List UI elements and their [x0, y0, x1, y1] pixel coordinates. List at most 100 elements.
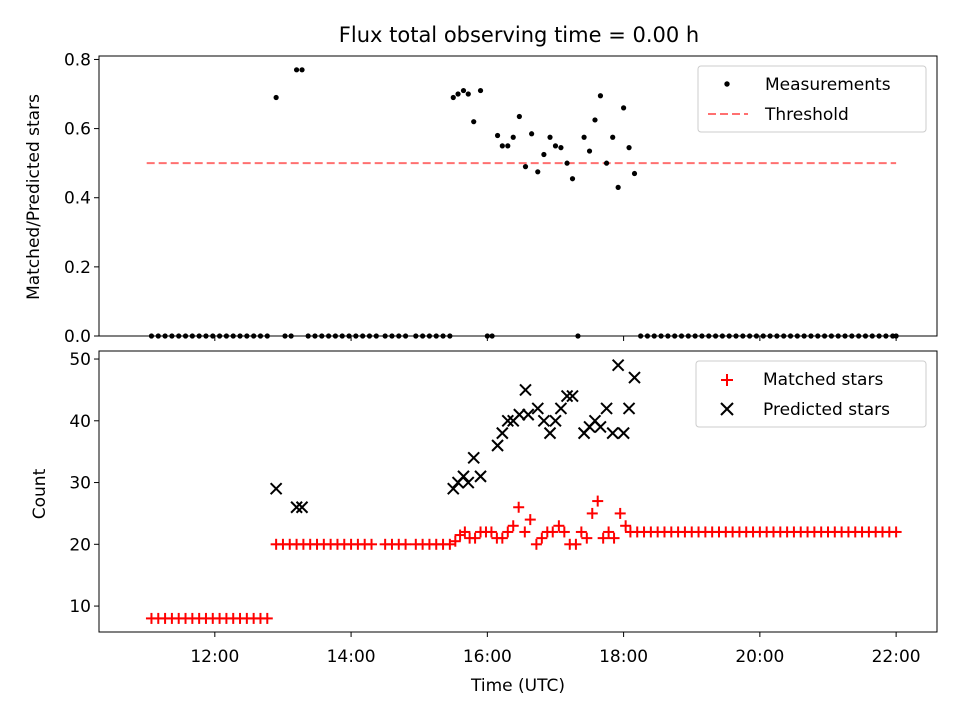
measurement-point: [706, 333, 712, 339]
predicted-stars-point-b: [617, 426, 630, 440]
measurement-point: [155, 333, 161, 339]
measurement-point: [615, 184, 621, 190]
measurement-point: [678, 333, 685, 339]
measurement-point: [499, 143, 505, 149]
measurement-point: [332, 333, 339, 339]
measurement-point: [440, 333, 446, 339]
measurement-point: [726, 333, 732, 339]
predicted-stars-point: [295, 501, 309, 514]
measurement-point: [547, 134, 553, 140]
measurement-point: [665, 333, 671, 339]
matched-stars-point: [513, 501, 525, 513]
measurement-point: [465, 91, 471, 97]
measurement-point: [339, 333, 345, 339]
predicted-stars-point: [628, 371, 641, 384]
measurement-point: [883, 333, 889, 339]
measurement-point: [808, 333, 814, 339]
count-panel: 10 20 30 40 50 12:00 14:00 16:00 18:00 20:00 22:00…: [30, 350, 938, 696]
measurement-point: [760, 333, 766, 339]
measurement-point: [719, 333, 725, 339]
matched-stars-point: [547, 526, 559, 538]
measurement-point: [541, 151, 547, 158]
matched-stars-point: [469, 532, 481, 544]
ratio-data-marks: [146, 67, 899, 339]
matched-stars-point: [485, 526, 497, 538]
measurement-point: [753, 333, 760, 339]
count-legend-frame: [695, 360, 927, 428]
count-axis-ticks: 10 20 30 40 50 12:00 14:00 16:00 18:00 20:00 22:00: [69, 350, 920, 667]
matched-stars-point: [608, 532, 620, 544]
measurement-point: [293, 67, 300, 73]
x-tick-label: 12:00: [190, 647, 239, 667]
matched-stars-point: [524, 514, 536, 526]
matched-stars-point: [586, 507, 598, 519]
legend-predicted-label: Predicted stars: [763, 400, 890, 420]
x-tick-label: 18:00: [599, 647, 648, 667]
predicted-stars-point-b: [600, 402, 613, 415]
measurement-point: [581, 134, 587, 140]
measurement-point: [433, 333, 439, 339]
measurement-point: [774, 333, 780, 339]
predicted-stars-point-b: [519, 383, 532, 397]
measurement-point: [712, 333, 719, 339]
measurement-point: [869, 333, 875, 339]
matched-stars-point: [519, 526, 531, 538]
matched-stars-point: [459, 526, 471, 538]
predicted-stars-point-b: [549, 414, 562, 427]
predicted-stars-point: [566, 389, 579, 403]
predicted-stars-point-b: [295, 501, 309, 514]
predicted-stars-point: [269, 482, 283, 495]
y-tick-label: 30: [69, 474, 91, 494]
measurement-point: [373, 333, 379, 339]
predicted-stars-point: [290, 501, 303, 514]
measurement-point: [288, 333, 294, 339]
measurement-point: [672, 333, 678, 339]
measurement-point: [196, 333, 202, 339]
measurement-point: [522, 164, 529, 170]
ratio-legend: Measurements Threshold: [697, 65, 927, 133]
measurement-point: [597, 93, 604, 99]
matched-stars-point: [597, 532, 609, 544]
measurement-point: [325, 333, 332, 339]
measurement-point: [273, 94, 279, 101]
measurement-point: [389, 333, 395, 339]
predicted-stars-point-b: [491, 439, 504, 452]
predicted-stars-point-b: [501, 414, 514, 427]
measurement-point: [176, 333, 182, 339]
measurement-point: [552, 143, 559, 149]
measurement-point: [489, 333, 495, 339]
measurement-point: [787, 333, 794, 339]
measurement-point: [621, 105, 627, 111]
measurement-point: [223, 333, 230, 339]
measurement-point: [420, 333, 426, 339]
measurement-point: [586, 148, 593, 154]
predicted-stars-point: [501, 414, 514, 427]
measurement-point: [699, 333, 705, 339]
x-tick-label: 22:00: [872, 647, 921, 667]
measurement-point: [849, 333, 855, 339]
legend-matched-label: Matched stars: [763, 370, 883, 390]
predicted-stars-point-b: [496, 426, 509, 440]
matched-stars-point: [449, 535, 461, 547]
predicted-stars-point-b: [467, 451, 480, 465]
matched-stars-point: [603, 526, 615, 538]
measurement-point: [842, 333, 848, 339]
measurement-point: [244, 333, 250, 339]
predicted-stars-point: [611, 358, 625, 372]
x-tick-label: 20:00: [735, 647, 784, 667]
measurement-point: [230, 333, 236, 339]
count-plot-frame: [98, 350, 938, 633]
predicted-stars-point-b: [462, 476, 475, 489]
measurement-point: [450, 94, 456, 101]
matched-stars-point: [890, 526, 902, 538]
measurement-point: [148, 333, 155, 339]
measurement-point: [692, 333, 698, 339]
matched-stars-point: [400, 538, 412, 550]
measurement-point: [651, 333, 657, 339]
measurement-point: [257, 333, 264, 339]
legend-predicted-marker: [720, 402, 734, 416]
y-tick-label: 0.6: [64, 120, 91, 140]
measurement-point: [447, 333, 453, 339]
measurement-point: [856, 333, 862, 339]
